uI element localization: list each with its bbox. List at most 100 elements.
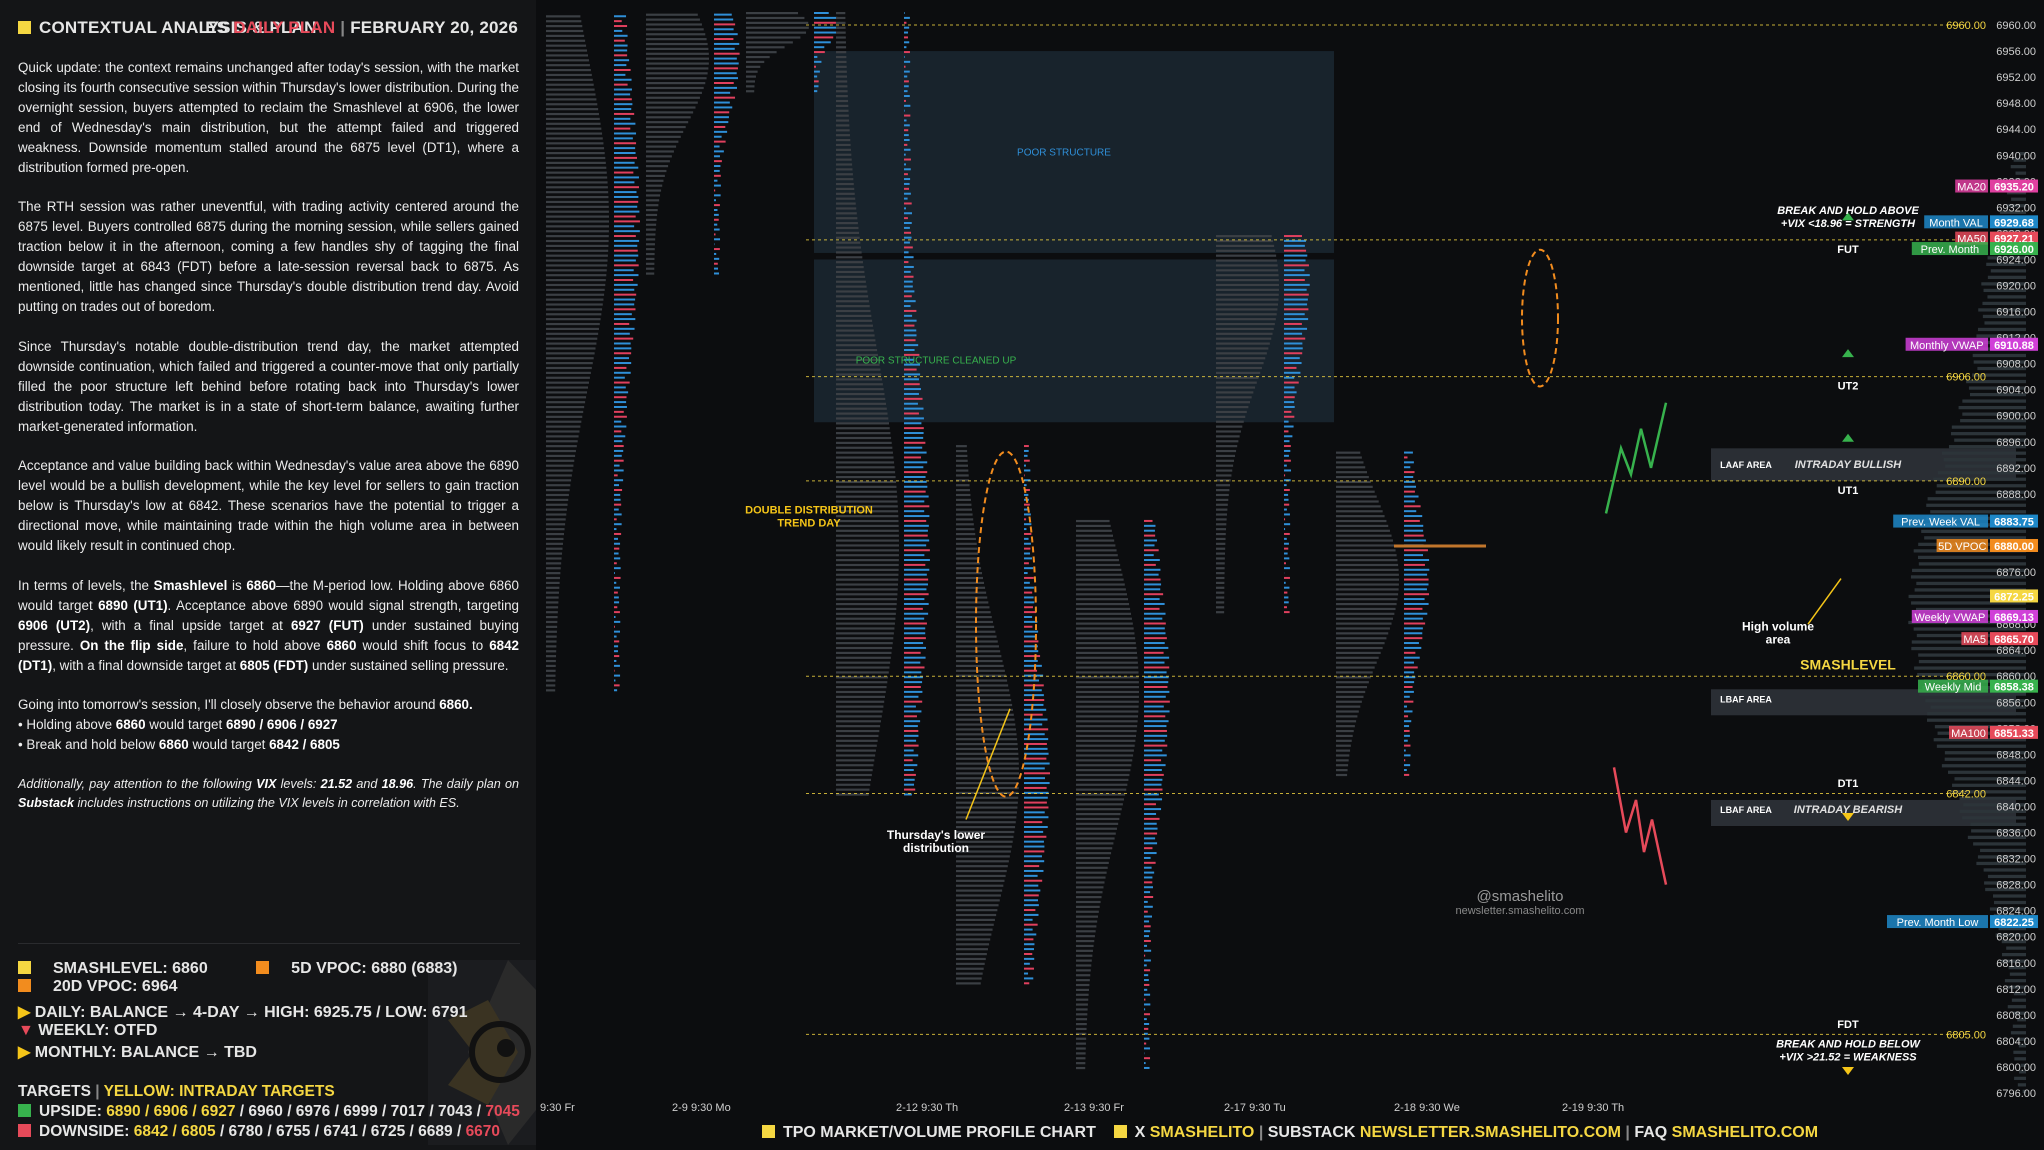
- volume-bar: [1998, 926, 2026, 931]
- volume-bar: [714, 91, 731, 94]
- tpo-bar: [836, 178, 854, 181]
- volume-bar: [1404, 568, 1430, 571]
- volume-bar: [1024, 835, 1047, 838]
- session-label: 2-9 9:30 Mo: [672, 1102, 731, 1114]
- volume-bar: [1144, 754, 1167, 757]
- level-value-label: 6842.00: [1946, 788, 1986, 800]
- volume-bar: [1024, 611, 1037, 614]
- tpo-bar: [1076, 710, 1139, 713]
- volume-bar: [614, 528, 617, 531]
- tpo-bar: [1076, 1008, 1088, 1011]
- tpo-bar: [836, 329, 874, 332]
- panel-title: CONTEXTUAL ANALYSIS & PLAN: [39, 18, 317, 37]
- tpo-bar: [956, 591, 987, 594]
- tpo-bar: [956, 669, 1005, 672]
- volume-bar: [614, 142, 637, 145]
- bullish-scenario-line: [1604, 402, 1668, 514]
- tpo-bar: [1216, 249, 1276, 252]
- tpo-bar: [546, 591, 559, 594]
- volume-bar: [904, 182, 910, 185]
- volume-bar: [1144, 949, 1152, 952]
- volume-bar: [614, 264, 639, 267]
- price-tag-value: 6858.38: [1994, 682, 2034, 694]
- volume-bar: [2012, 1024, 2026, 1028]
- level-value-label: 6805.00: [1946, 1029, 1986, 1041]
- volume-bar: [1024, 503, 1030, 506]
- volume-bar: [2006, 191, 2026, 195]
- volume-bar: [1284, 254, 1308, 257]
- paragraph-7: Additionally, pay attention to the follo…: [18, 777, 519, 811]
- tpo-bar: [546, 528, 565, 531]
- volume-bar: [1144, 568, 1161, 571]
- tpo-bar: [836, 397, 886, 401]
- tpo-bar: [546, 508, 567, 511]
- volume-bar: [714, 106, 733, 109]
- volume-bar: [2001, 959, 2026, 963]
- distribution-ellipse: [975, 450, 1037, 798]
- price-tag-box: [1990, 514, 2038, 528]
- volume-bar: [904, 612, 929, 615]
- analysis-text: Quick update: the context remains unchan…: [18, 58, 519, 833]
- tpo-bar: [546, 396, 587, 399]
- volume-bar: [1944, 751, 2026, 755]
- tpo-bar: [956, 840, 1013, 843]
- volume-bar: [1284, 498, 1289, 501]
- volume-bar: [1144, 705, 1164, 708]
- volume-bar: [714, 213, 719, 216]
- tpo-bar: [1336, 642, 1385, 645]
- price-tag-box: [1990, 679, 2038, 693]
- watermark-handle: @smashelito: [1476, 888, 1564, 905]
- volume-bar: [1024, 962, 1030, 965]
- volume-bar: [904, 456, 922, 459]
- volume-bar: [1284, 318, 1309, 321]
- volume-bar: [614, 381, 630, 384]
- x-handle-link[interactable]: SMASHELITO: [1149, 1124, 1255, 1141]
- price-tick-label: 6960.00: [1996, 20, 2036, 32]
- tpo-bar: [836, 138, 851, 142]
- tpo-bar: [546, 459, 575, 462]
- volume-bar: [1284, 274, 1310, 277]
- tpo-bar: [1076, 983, 1090, 987]
- tpo-bar: [546, 503, 568, 506]
- vpoc5d-item: 5D VPOC: 6880 (6883): [256, 960, 479, 977]
- volume-bar: [1908, 594, 2026, 599]
- volume-bar: [1144, 1008, 1146, 1011]
- price-tag-value: 6822.25: [1994, 917, 2034, 929]
- volume-bar: [714, 13, 732, 16]
- tpo-bar: [546, 249, 609, 252]
- volume-bar: [1144, 1047, 1150, 1050]
- tpo-bar: [1336, 554, 1397, 557]
- price-tag-value: 6910.88: [1994, 340, 2034, 352]
- volume-bar: [1024, 645, 1038, 648]
- price-tag-box: [1990, 179, 2038, 193]
- tpo-bar: [1336, 681, 1369, 684]
- tpo-bar: [956, 826, 1016, 829]
- tpo-bar: [546, 352, 595, 355]
- tpo-bar: [956, 469, 969, 472]
- volume-bar: [1144, 583, 1162, 586]
- volume-bar: [1918, 562, 2026, 566]
- volume-bar: [1404, 627, 1423, 630]
- tpo-bar: [836, 90, 848, 93]
- tpo-bar: [546, 283, 606, 287]
- tpo-bar: [836, 515, 899, 518]
- tpo-bar: [836, 285, 867, 288]
- tpo-bar: [1216, 357, 1266, 360]
- substack-link[interactable]: NEWSLETTER.SMASHELITO.COM: [1359, 1124, 1621, 1141]
- tpo-bar: [1076, 627, 1134, 630]
- tpo-bar: [546, 513, 567, 516]
- volume-bar: [714, 111, 730, 114]
- tpo-bar: [1216, 327, 1274, 331]
- volume-bar: [714, 218, 719, 221]
- tpo-bar: [836, 729, 880, 733]
- faq-link[interactable]: SMASHELITO.COM: [1671, 1124, 1819, 1141]
- volume-bar: [1404, 720, 1412, 723]
- tpo-bar: [836, 383, 883, 386]
- tpo-bar: [956, 557, 980, 560]
- volume-bar: [1144, 1018, 1147, 1021]
- price-tag-value: 6865.70: [1994, 634, 2034, 646]
- volume-bar: [1144, 773, 1164, 776]
- tpo-bar: [836, 280, 866, 283]
- tpo-bar: [1336, 544, 1395, 547]
- volume-bar: [2004, 979, 2026, 983]
